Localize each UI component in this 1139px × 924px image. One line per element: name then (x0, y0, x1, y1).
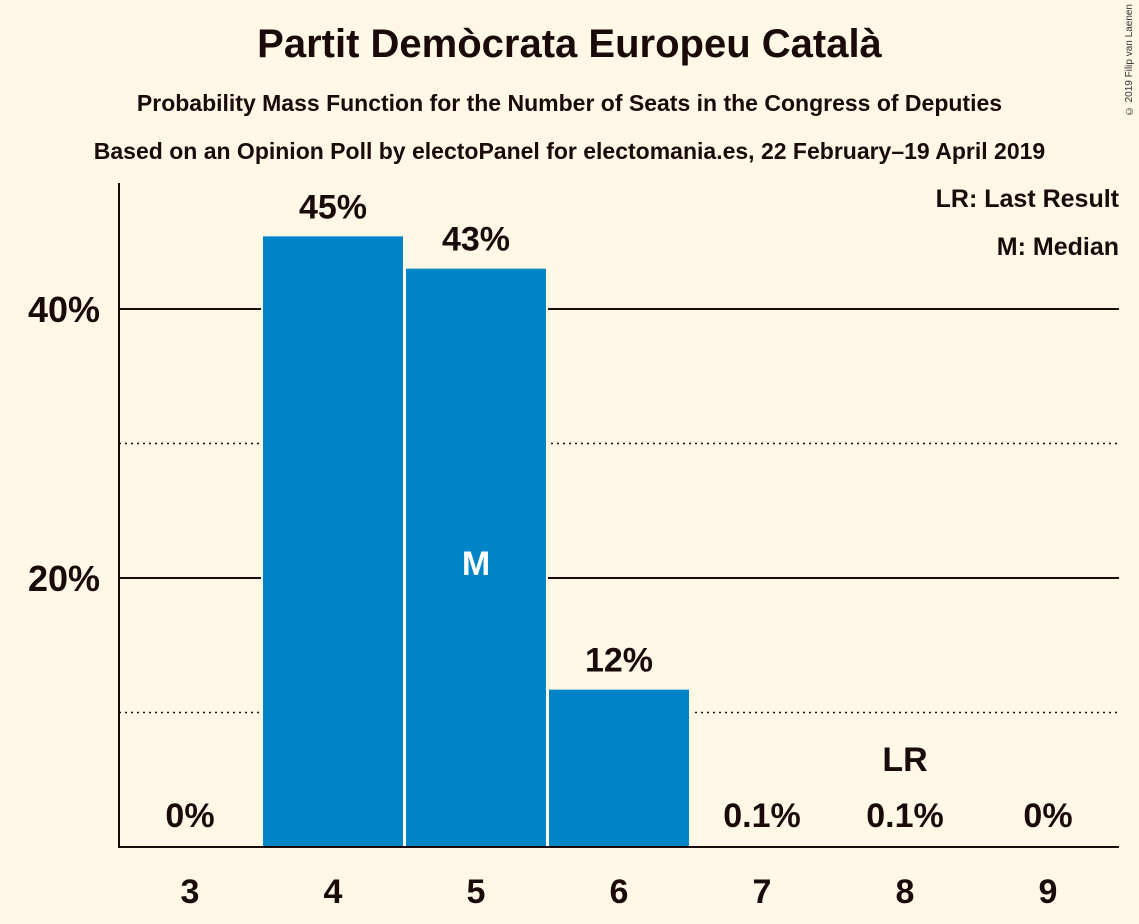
bar-seat-6 (549, 689, 689, 847)
x-tick-label: 8 (896, 873, 915, 911)
bar-value-label: 43% (442, 221, 510, 259)
chart-source-line: Based on an Opinion Poll by electoPanel … (93, 138, 1046, 164)
chart-title: Partit Demòcrata Europeu Català (257, 22, 882, 66)
bar-value-label: 0% (1023, 797, 1072, 835)
bar-value-label: 0.1% (866, 797, 944, 835)
bar-seat-4 (263, 236, 403, 847)
x-tick-label: 6 (610, 873, 629, 911)
y-tick-label: 20% (28, 558, 100, 599)
chart-subtitle: Probability Mass Function for the Number… (136, 90, 1003, 116)
x-tick-label: 4 (324, 873, 343, 911)
x-tick-label: 9 (1039, 873, 1058, 911)
bar-seat-5 (406, 268, 546, 847)
y-tick-label: 40% (28, 289, 100, 330)
bar-value-label: 0% (165, 797, 214, 835)
x-tick-label: 5 (467, 873, 486, 911)
last-result-marker: LR (882, 741, 927, 779)
x-tick-label: 7 (753, 873, 772, 911)
legend-last-result: LR: Last Result (935, 185, 1119, 213)
x-tick-label: 3 (181, 873, 200, 911)
bar-value-label: 12% (585, 642, 653, 680)
legend-median: M: Median (996, 233, 1119, 261)
median-marker: M (462, 545, 490, 583)
bar-value-label: 45% (299, 188, 367, 226)
bar-value-label: 0.1% (723, 797, 801, 835)
